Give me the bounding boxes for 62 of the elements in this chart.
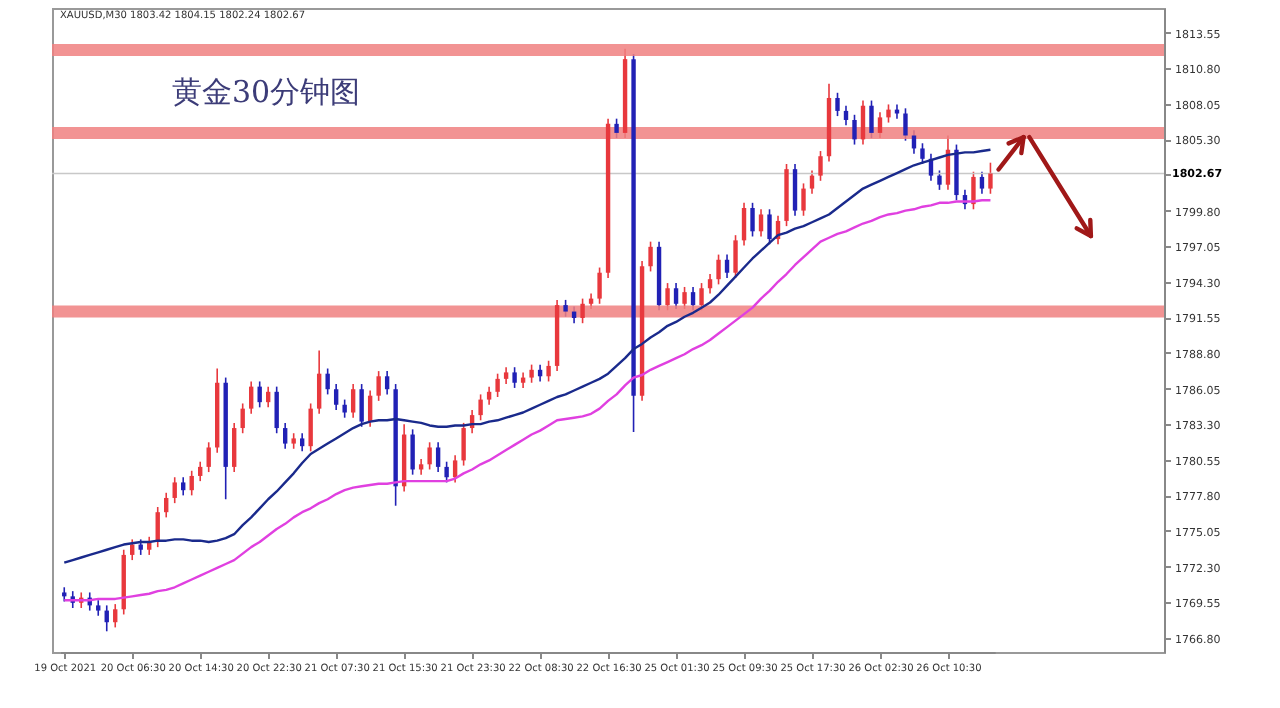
candlestick xyxy=(852,113,857,146)
candlestick xyxy=(792,163,798,217)
candlestick xyxy=(113,603,118,629)
candlestick xyxy=(699,282,704,312)
candlestick xyxy=(758,208,764,238)
candlestick xyxy=(665,282,670,312)
line-series xyxy=(63,148,992,564)
candlestick xyxy=(937,169,942,191)
candlestick xyxy=(835,91,840,117)
candlestick xyxy=(257,380,262,409)
candlestick xyxy=(979,170,985,195)
candlestick xyxy=(495,372,500,398)
candlestick xyxy=(316,349,322,415)
candlestick xyxy=(282,422,288,450)
candlestick xyxy=(648,240,653,273)
candlestick xyxy=(384,370,390,396)
candlestick xyxy=(724,253,730,279)
candlestick xyxy=(359,383,364,428)
candlestick xyxy=(597,266,602,305)
candlestick xyxy=(954,143,959,202)
candlestick xyxy=(767,208,772,246)
candlestick xyxy=(818,150,823,182)
candlestick xyxy=(886,103,891,124)
candlestick xyxy=(376,370,381,402)
candlestick xyxy=(427,441,432,471)
candlestick xyxy=(248,380,254,415)
candlestick xyxy=(707,273,713,295)
candlestick xyxy=(971,170,976,211)
candlestick xyxy=(172,476,177,504)
candlestick xyxy=(486,385,492,406)
candlestick xyxy=(461,422,466,467)
candlestick xyxy=(299,432,305,453)
candlestick xyxy=(435,441,441,473)
candlestick xyxy=(580,297,585,324)
candlestick xyxy=(716,253,721,286)
candlestick xyxy=(750,202,755,238)
candlestick xyxy=(240,402,245,435)
candlestick xyxy=(274,385,279,435)
candlestick xyxy=(308,402,313,453)
candlestick xyxy=(988,161,993,195)
text: 黄金30分钟图 xyxy=(172,74,361,110)
candlestick xyxy=(512,366,517,389)
candlestick xyxy=(333,383,339,411)
candlestick xyxy=(733,234,738,279)
candlestick xyxy=(181,476,186,497)
candlestick xyxy=(410,428,415,476)
candlestick xyxy=(741,202,747,247)
candlestick xyxy=(231,422,237,473)
candlestick xyxy=(801,182,806,217)
candlestick xyxy=(529,363,534,384)
candlestick xyxy=(809,169,815,195)
candlestick xyxy=(546,359,551,383)
candlestick xyxy=(206,441,211,473)
candlestick xyxy=(325,367,330,396)
candlestick xyxy=(478,393,483,422)
candlestick xyxy=(350,383,356,419)
candlestick xyxy=(452,454,458,484)
candlestick xyxy=(342,398,347,419)
candlestick xyxy=(843,104,849,126)
candlestick xyxy=(903,107,908,142)
candlestick xyxy=(198,460,203,482)
candlestick xyxy=(673,282,679,310)
